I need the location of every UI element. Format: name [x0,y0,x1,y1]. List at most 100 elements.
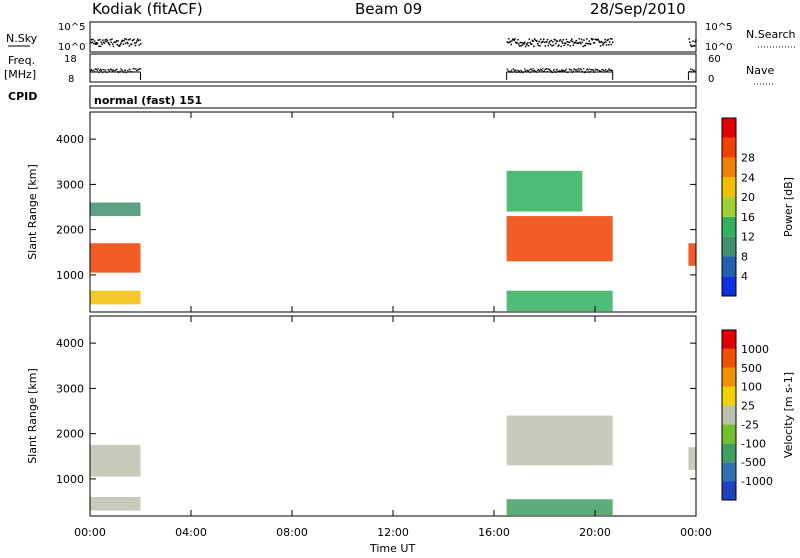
nsky-mark [104,39,106,41]
nsky-mark [121,39,124,42]
nsky-mark [524,41,526,44]
freq-mark [538,69,540,71]
colorbar-swatch [722,256,736,277]
freq-mark [605,68,607,71]
data-region [506,170,583,212]
data-region [506,415,613,466]
nsky-mark [553,38,556,41]
freq-mark [99,69,101,71]
colorbar-tick-label: 25 [741,400,755,413]
data-region [90,496,141,511]
nsky-mark [507,41,509,44]
nsky-mark [593,42,596,44]
nsky-mark [94,43,97,45]
freq-mark [607,69,609,72]
y-tick-label: 3000 [56,178,84,191]
colorbar-tick-label: 28 [741,152,755,165]
freq-mark [522,71,524,74]
colorbar-swatch [722,367,736,387]
nsky-mark [508,38,510,40]
freq-mark [537,68,539,70]
nsky-mark [561,42,564,44]
nsky-mark [587,43,590,45]
nsky-mark [110,41,112,44]
nsky-mark [137,39,140,42]
beam-title: Beam 09 [355,0,422,18]
freq-mark [692,69,694,71]
nsky-mark [591,38,593,41]
nsky-mark [582,45,584,48]
nsky-mark [530,43,532,45]
freq-mark [610,69,612,71]
nsky-mark [531,39,534,42]
freq-mark [564,69,567,71]
nsky-mark [542,40,544,43]
nsky-mark [123,40,125,42]
data-region [688,447,696,470]
nsky-mark [539,45,541,47]
colorbar-tick-label: 20 [741,191,755,204]
freq-mark [549,68,551,71]
freq-mark [511,69,513,71]
nsky-mark [602,42,605,45]
nsky-mark [558,40,561,42]
x-tick-label: 04:00 [175,526,207,539]
nsky-mark [550,39,553,42]
freq-mark [592,70,595,72]
freq-strip-frame [89,53,697,83]
freq-mark [545,68,547,71]
nsky-mark [131,39,134,42]
freq-mark [124,69,127,71]
nsky-mark [514,38,516,40]
nsky-mark [604,38,606,41]
freq-mark [560,70,562,72]
freq-mark [541,70,543,72]
nsky-mark [133,38,135,41]
freq-mark [108,70,111,72]
nsky-mark [530,43,533,45]
nsky-mark [541,41,543,43]
nsky-mark [514,41,517,44]
nsky-mark [597,38,600,41]
freq-mark [602,69,604,71]
freq-mark [115,68,117,71]
time-axis-label: Time UT [369,542,415,554]
cpid-label: CPID [8,90,37,103]
nsky-mark [586,42,589,45]
colorbar-swatch [722,157,736,178]
nsky-mark [517,38,519,41]
nsky-mark [603,41,606,44]
nsky-mark [133,42,136,44]
freq-mark [130,70,132,72]
freq-mark [568,68,570,70]
freq-mark [110,68,112,70]
nsky-mark [128,45,131,47]
freq-mark [689,68,692,70]
nsky-mark [554,39,556,41]
freq-mark [558,70,560,73]
freq-mark [550,70,552,72]
nsky-mark [115,40,118,42]
nsky-mark [584,44,587,47]
nsky-mark [580,38,583,41]
panel-frame [89,111,697,313]
nsky-mark [506,41,509,43]
nsky-mark [558,44,560,46]
nsky-mark [108,42,110,45]
nsky-mark [106,39,109,42]
freq-mark [599,70,601,72]
freq-mark [105,69,107,71]
nsky-mark [557,45,559,47]
nsky-mark [522,42,525,44]
nsky-mark [599,45,602,47]
freq-mark [530,68,532,70]
freq-mark [571,71,573,74]
nsky-mark [516,42,518,44]
freq-mark [128,69,130,71]
freq-mark [583,71,586,74]
freq-mark [540,69,542,71]
colorbar-frame [721,329,737,501]
colorbar-swatch [722,236,736,257]
freq-mark [546,68,548,70]
freq-mark [547,68,549,70]
